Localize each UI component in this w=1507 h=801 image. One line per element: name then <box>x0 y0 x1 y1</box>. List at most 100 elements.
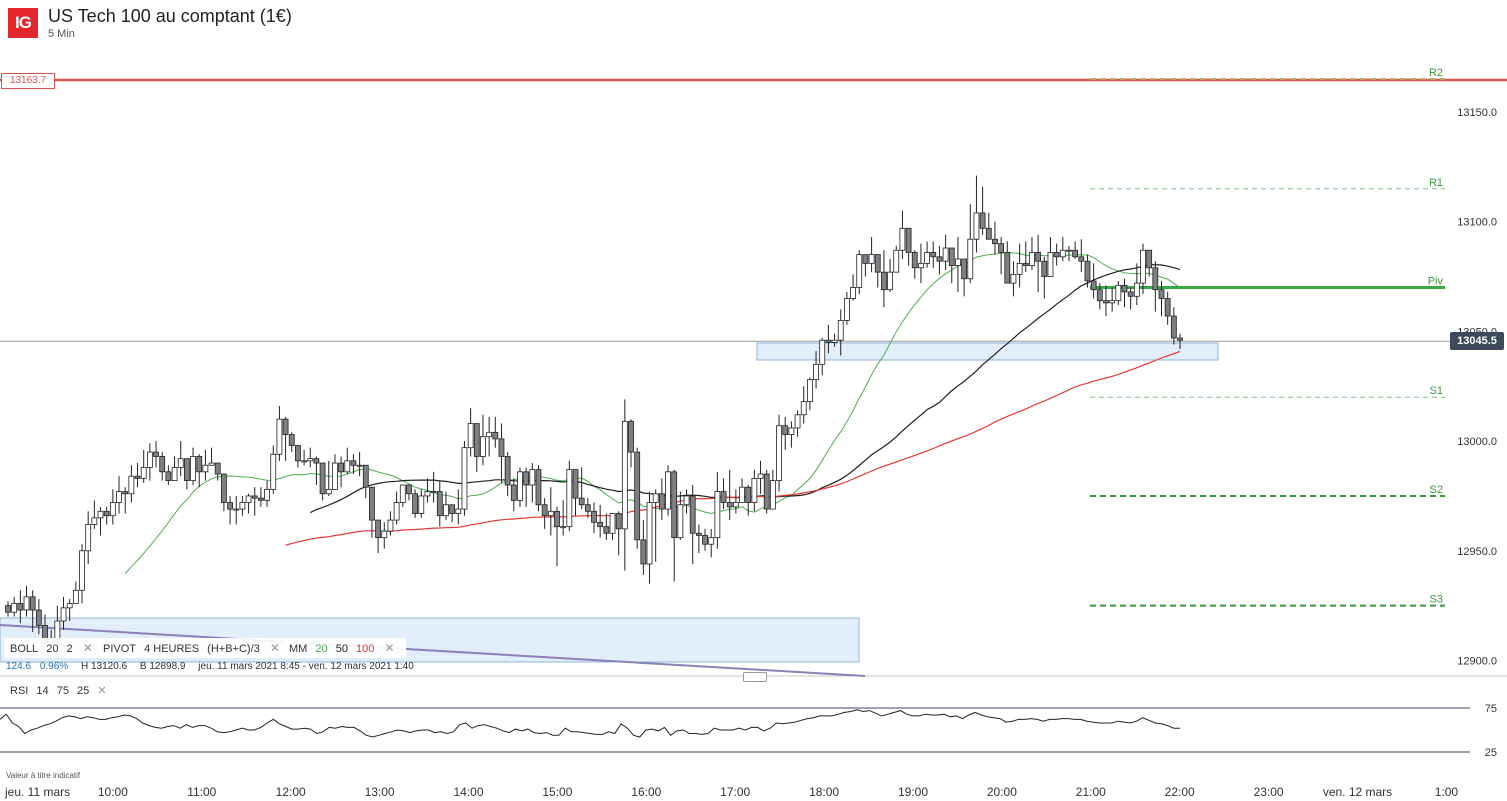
candle-body <box>1078 256 1085 262</box>
indicator-pivot[interactable]: PIVOT 4 HEURES (H+B+C)/3 ✕ <box>97 638 291 658</box>
candle-body <box>609 513 616 534</box>
candle <box>1152 261 1159 312</box>
candle-body <box>362 464 369 488</box>
candle-body <box>844 298 850 321</box>
candle <box>239 495 246 516</box>
candle-body <box>436 491 443 517</box>
candle-body <box>1158 289 1165 299</box>
candle <box>399 484 406 507</box>
candle-body <box>165 471 172 481</box>
candle <box>658 478 665 521</box>
candle <box>924 241 930 268</box>
x-tick-label: 20:00 <box>987 785 1017 799</box>
candle <box>763 469 770 514</box>
close-icon[interactable]: ✕ <box>384 641 395 655</box>
candle-body <box>171 467 178 481</box>
candle-body <box>319 462 326 495</box>
candle <box>233 495 240 525</box>
close-icon[interactable]: ✕ <box>82 641 93 655</box>
indicator-rsi[interactable]: RSI 14 75 25 ✕ <box>10 684 112 697</box>
candle <box>1016 243 1023 288</box>
candle <box>313 456 320 485</box>
candle-body <box>1084 260 1091 282</box>
indicator-boll-param-2: 2 <box>66 643 73 655</box>
candle <box>1164 291 1171 325</box>
candle-body <box>282 418 289 435</box>
candle-body <box>66 603 73 609</box>
candle <box>529 463 536 503</box>
indicator-pivot-param-1: 4 HEURES <box>144 643 200 655</box>
candle-body <box>350 460 357 466</box>
candle <box>591 502 597 534</box>
candle <box>1004 241 1011 284</box>
close-icon[interactable]: ✕ <box>97 685 107 697</box>
candle-body <box>239 502 246 510</box>
candle-body <box>782 425 789 435</box>
candle-body <box>992 238 998 245</box>
candle <box>79 544 85 604</box>
candle <box>726 469 733 521</box>
close-icon[interactable]: ✕ <box>269 641 280 655</box>
candle <box>251 487 258 516</box>
candle <box>825 324 832 354</box>
candle-body <box>128 475 135 495</box>
candle-body <box>1177 337 1183 341</box>
candle <box>782 416 789 450</box>
candle <box>628 419 634 468</box>
candle-body <box>652 493 659 503</box>
indicator-mm[interactable]: MM 20 50 100 ✕ <box>283 638 406 658</box>
candle-body <box>985 227 992 240</box>
candle-body <box>1109 300 1116 304</box>
candle <box>1047 237 1054 277</box>
x-tick-label: jeu. 11 mars <box>4 785 70 799</box>
candle-body <box>276 418 283 455</box>
candle-body <box>868 254 875 264</box>
candle <box>1053 243 1060 266</box>
candle-body <box>1170 315 1177 339</box>
candle-body <box>159 456 166 473</box>
indicator-boll[interactable]: BOLL 20 2 ✕ <box>4 638 104 658</box>
candle-body <box>375 519 382 539</box>
candle-body <box>1035 252 1042 262</box>
interval-label[interactable]: 5 Min <box>48 28 75 40</box>
panel-resize-handle[interactable] <box>743 672 767 682</box>
candle-body <box>134 475 141 479</box>
rsi-panel: 75 25 <box>0 703 1497 759</box>
candle-body <box>788 427 795 435</box>
candle <box>702 528 708 551</box>
candle-body <box>79 550 85 591</box>
candle <box>227 495 233 525</box>
candle <box>369 486 375 538</box>
candles <box>5 175 1183 650</box>
candle <box>794 410 801 437</box>
candle-body <box>430 491 437 493</box>
candle-body <box>35 609 42 626</box>
candle <box>159 452 166 481</box>
candle <box>973 175 980 253</box>
candle-body <box>893 249 900 273</box>
marked-level-tag[interactable]: 13163.7 <box>1 73 55 89</box>
candle <box>91 500 98 529</box>
candle <box>319 462 326 501</box>
candle-body <box>597 521 604 528</box>
x-tick-label: 12:00 <box>276 785 306 799</box>
candle-body <box>504 456 511 486</box>
candle-body <box>751 477 758 503</box>
candle-body <box>393 502 400 521</box>
candle-body <box>887 271 893 291</box>
candle <box>1010 261 1017 297</box>
candle <box>566 460 573 532</box>
candle <box>35 599 42 635</box>
candle-body <box>689 495 696 534</box>
candle-body <box>220 473 227 503</box>
candle-body <box>1152 267 1159 291</box>
candle <box>578 467 585 510</box>
candle-body <box>1066 249 1072 252</box>
candle <box>498 423 505 483</box>
candle-body <box>806 379 813 403</box>
candle-body <box>91 517 98 525</box>
candle-body <box>332 462 338 490</box>
candle-body <box>510 484 517 501</box>
indicator-mm-name: MM <box>289 643 308 655</box>
